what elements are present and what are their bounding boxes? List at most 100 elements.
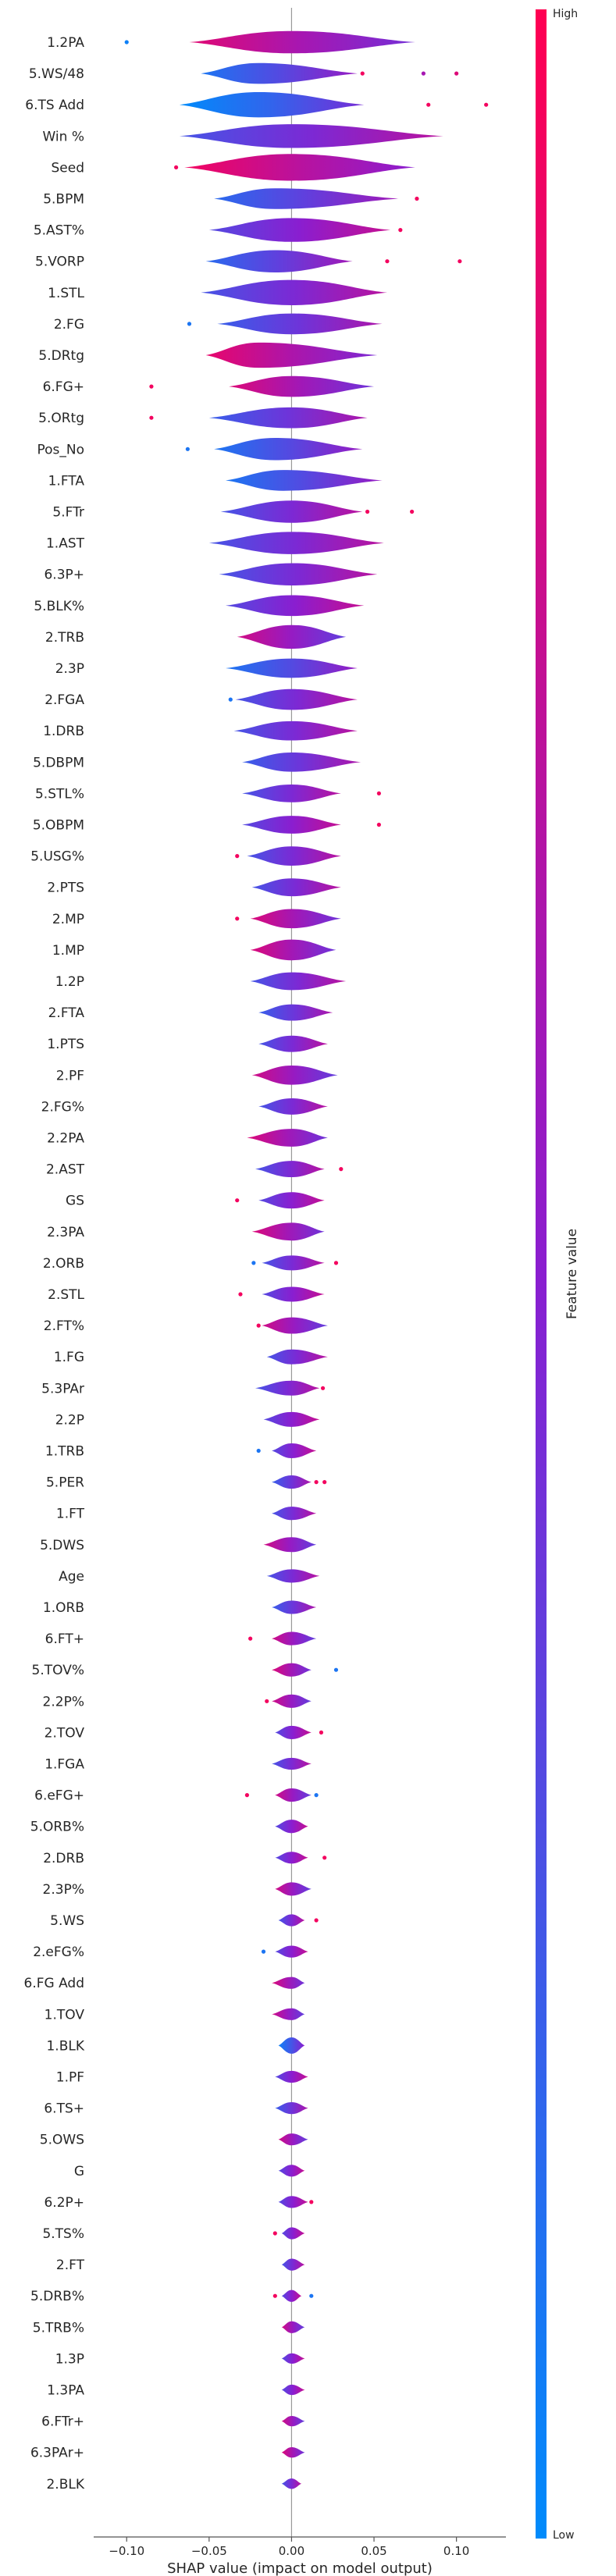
outlier-point (398, 228, 403, 233)
outlier-point (261, 1949, 266, 1954)
outlier-point (339, 1167, 344, 1172)
x-tick-label: 0.05 (361, 2544, 386, 2558)
feature-label: 6.FG Add (24, 1976, 85, 1991)
feature-label: 2.ORB (43, 1256, 84, 1272)
outlier-point (251, 1261, 256, 1265)
violin-2.2PA (247, 1129, 328, 1147)
violin-1.PF (275, 2070, 308, 2083)
feature-label: 5.TOV% (32, 1663, 84, 1678)
feature-label: 2.FG (54, 317, 84, 333)
feature-label: 5.TRB% (33, 2320, 84, 2336)
colorbar-gradient (536, 9, 547, 2539)
feature-label: 5.3PAr (41, 1381, 84, 1397)
feature-label: 2.BLK (46, 2477, 84, 2492)
outlier-point (314, 1480, 319, 1485)
violin-5.WS (278, 1914, 305, 1927)
violin-5.DRtg (205, 342, 378, 368)
violin-1.FGA (272, 1757, 312, 1770)
feature-label: 2.PF (56, 1068, 84, 1083)
violin-2.3PA (251, 1222, 325, 1241)
violin-5.TS% (281, 2227, 305, 2240)
violin-5.TOV% (272, 1663, 312, 1677)
feature-label: 1.FTA (48, 473, 85, 489)
feature-label: 6.TS Add (25, 98, 84, 113)
outlier-point (238, 1292, 243, 1297)
outlier-point (272, 2293, 277, 2298)
violin-1.TRB (272, 1443, 317, 1458)
violin-1.MP (250, 939, 336, 961)
feature-label: 1.BLK (46, 2038, 84, 2054)
feature-label: 6.3P+ (44, 568, 84, 583)
feature-label: 6.eFG+ (34, 1788, 84, 1804)
feature-label: 1.FGA (45, 1757, 84, 1773)
violin-2.STL (262, 1286, 325, 1302)
outlier-point (235, 916, 240, 921)
outlier-point (421, 71, 426, 76)
outlier-point (333, 1667, 339, 1672)
outlier-point (265, 1699, 269, 1703)
outlier-point (314, 1918, 319, 1923)
violin-2.3P (225, 658, 358, 678)
violin-6.FTr+ (281, 2415, 305, 2427)
feature-label: 5.VORP (35, 254, 84, 270)
violin-6.3P+ (219, 563, 378, 585)
feature-label: 2.STL (48, 1287, 84, 1303)
x-tick-label: 0.00 (279, 2544, 304, 2558)
outlier-point (333, 1261, 339, 1265)
feature-label: 1.AST (46, 536, 85, 552)
feature-label: 1.FG (54, 1350, 84, 1365)
feature-label: G (74, 2164, 84, 2179)
violin-5.ORtg (208, 407, 368, 429)
feature-label: 5.STL% (35, 786, 84, 802)
feature-label: Win % (43, 129, 85, 144)
violin-5.TRB% (281, 2321, 305, 2333)
violin-5.OBPM (242, 816, 341, 834)
violin-5.VORP (205, 250, 353, 272)
colorbar-title: Feature value (564, 1229, 580, 1319)
feature-label: 2.TOV (45, 1725, 85, 1741)
violin-1.AST (208, 532, 384, 554)
violin-1.FT (272, 1507, 317, 1521)
violin-1.3P (281, 2353, 305, 2364)
violin-5.OWS (278, 2133, 308, 2146)
feature-label: 5.BPM (43, 192, 84, 208)
feature-label: 5.PER (46, 1475, 84, 1491)
feature-label: 2.PTS (47, 881, 84, 896)
violin-2.FG (217, 313, 383, 335)
violin-5.BPM (214, 188, 399, 209)
feature-label: 1.3P (55, 2351, 84, 2367)
feature-label: Age (59, 1569, 84, 1585)
feature-label: Seed (52, 160, 85, 176)
violin-1.TOV (272, 2008, 305, 2020)
violin-2.FG% (258, 1098, 328, 1115)
violin-5.PER (272, 1475, 312, 1489)
outlier-point (272, 2231, 277, 2236)
plot-area: 1.2PA 5.WS/48 6.TS Add Win % Seed 5.BPM 5.AST%… (24, 8, 489, 2537)
feature-label: 1.TOV (45, 2007, 85, 2023)
outlier-point (309, 2200, 314, 2204)
violin-5.BLK% (225, 595, 365, 617)
violin-2.PF (251, 1065, 338, 1085)
violin-6.FT+ (272, 1631, 317, 1646)
outlier-point (149, 415, 154, 420)
violin-Pos_No (214, 438, 363, 461)
feature-label: 5.ORtg (38, 411, 84, 426)
violin-1.DRB (233, 720, 358, 741)
feature-label: GS (66, 1194, 84, 1209)
violin-6.eFG+ (275, 1788, 312, 1802)
violin-2.TOV (275, 1725, 312, 1739)
outlier-points (124, 40, 489, 2298)
violin-6.TS Add (179, 92, 365, 118)
feature-label: 1.PF (56, 2070, 84, 2086)
violin-2.eFG% (275, 1945, 308, 1958)
violin-5.3PAr (255, 1380, 320, 1396)
violin-1.BLK (278, 2037, 305, 2054)
feature-label: 1.FT (56, 1507, 85, 1522)
outlier-point (360, 71, 365, 76)
feature-label: Pos_No (37, 442, 84, 457)
violin-5.AST% (208, 218, 391, 242)
feature-label: 5.AST% (34, 223, 84, 239)
violin-2.FGA (235, 688, 358, 710)
outlier-point (149, 384, 154, 389)
